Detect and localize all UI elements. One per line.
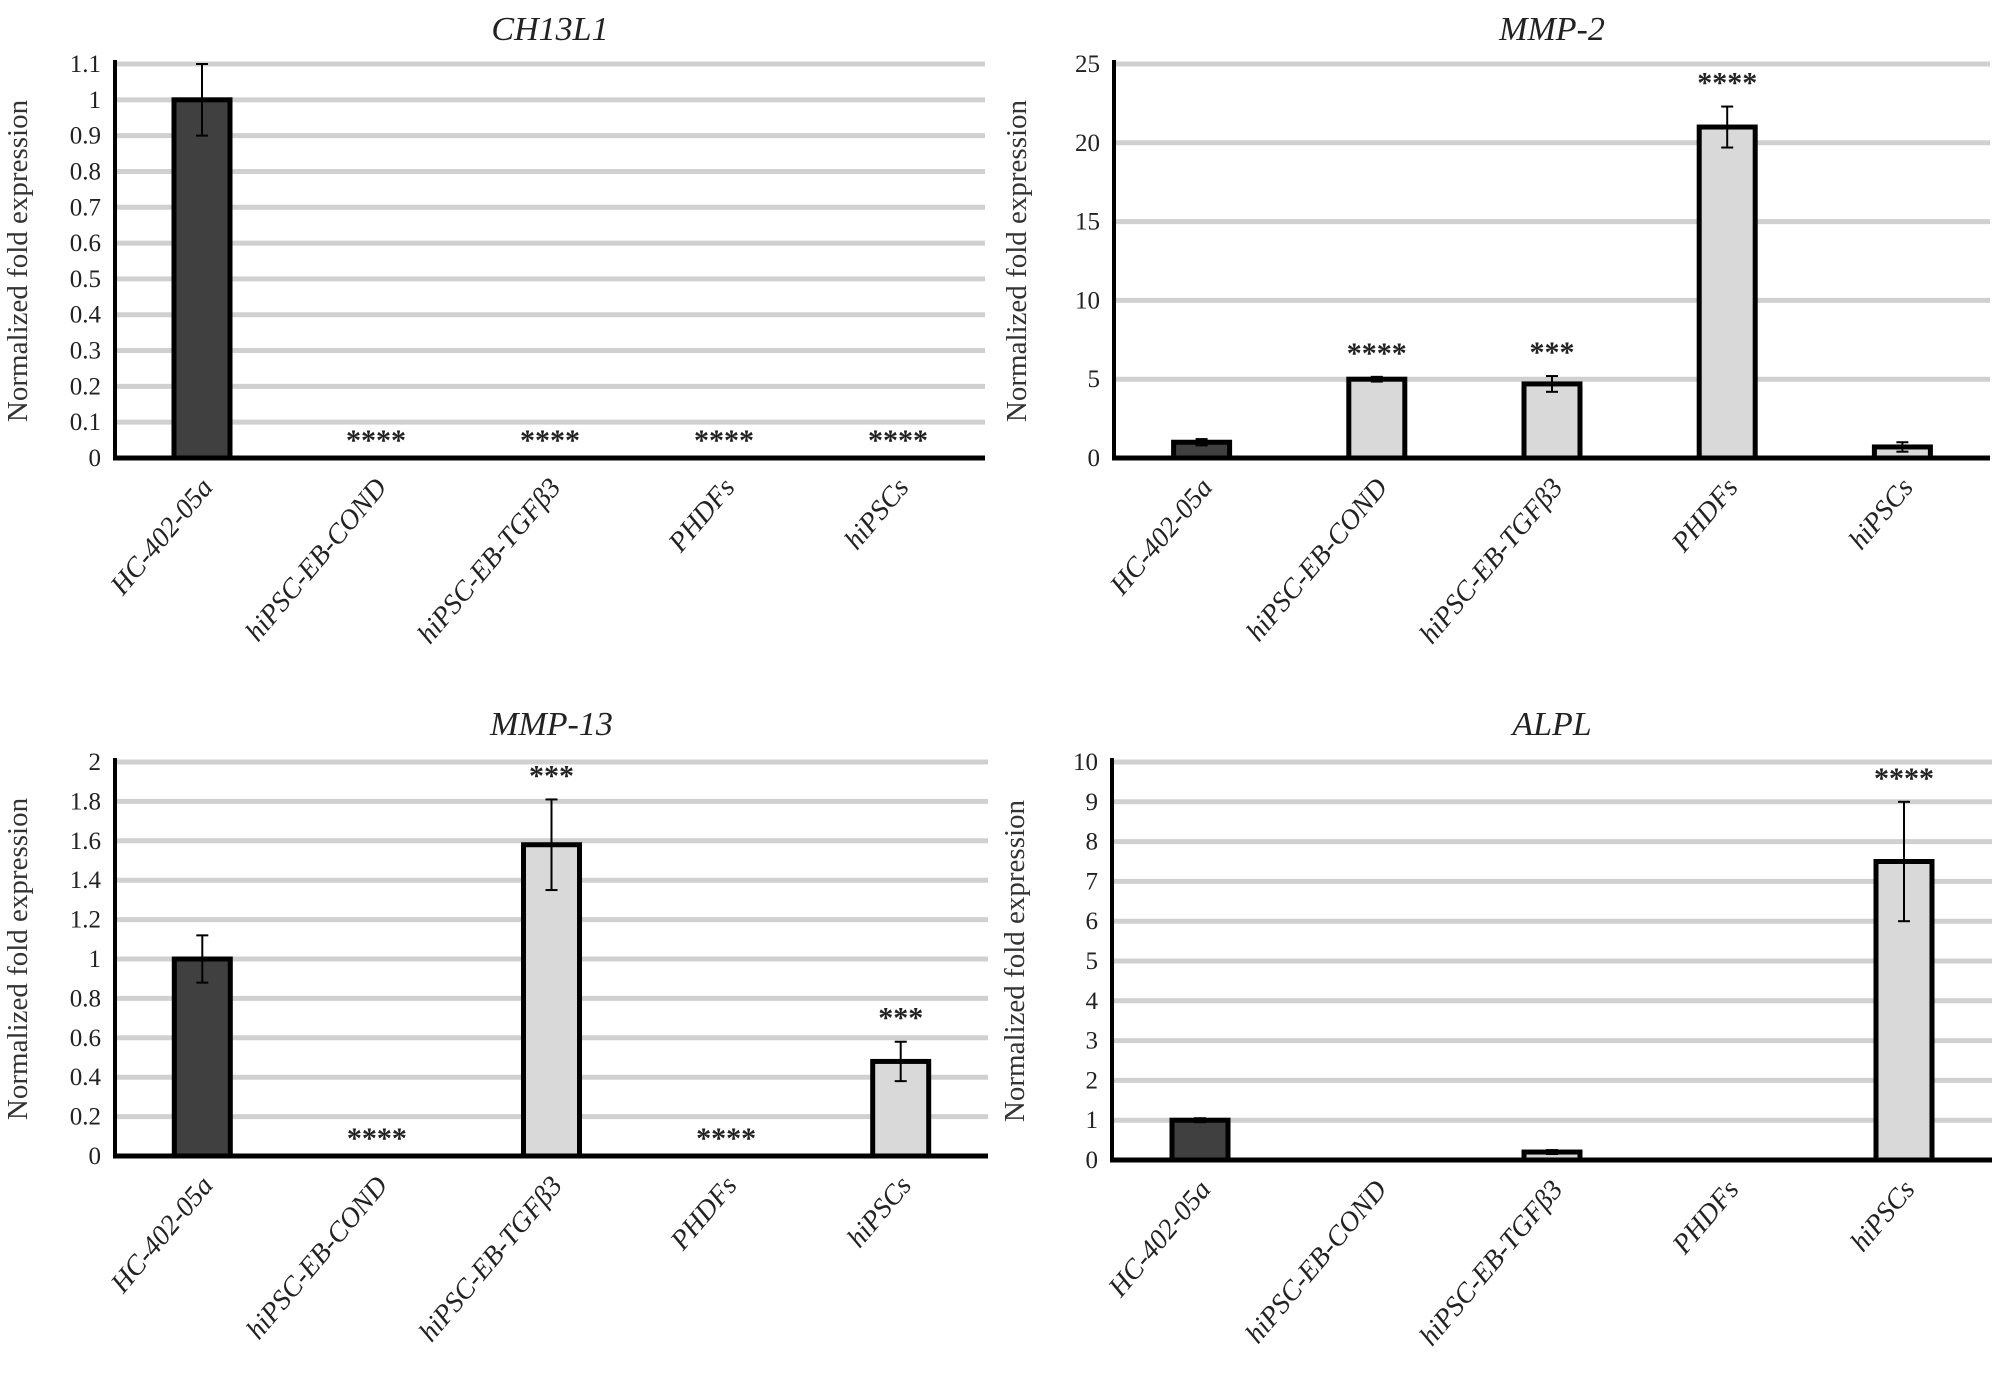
significance-label: *** [1530,336,1575,369]
category-label: hiPSCs [841,1171,918,1254]
y-tick-label: 5 [1088,366,1101,393]
category-label: hiPSCs [1843,473,1920,556]
bar [521,842,582,1159]
y-tick-label: 0 [89,445,102,472]
y-tick-label: 7 [1086,868,1099,895]
y-tick-label: 0.1 [70,409,101,436]
y-tick-label: 0 [1088,445,1101,472]
y-tick-label: 0 [89,1143,102,1170]
y-tick-label: 20 [1075,130,1100,157]
y-tick-label: 1 [89,87,102,114]
y-tick-label: 0.4 [70,1064,102,1091]
chart-panel: MMP-13 0 0.2 0.4 0.6 0.8 1 1.2 1.4 1.6 1.8 2 Normali… [2,706,988,1348]
y-tick-label: 1 [89,946,102,973]
significance-label: **** [694,424,754,457]
y-tick-label: 1.8 [70,788,101,815]
category-label: HC-402-05a [1104,473,1219,602]
significance-label: **** [1697,67,1757,100]
significance-label: **** [696,1122,756,1155]
y-tick-label: 10 [1073,749,1098,776]
significance-label: **** [346,424,406,457]
chart-title: MMP-2 [1498,11,1605,48]
category-label: PHDFs [662,472,741,558]
category-label: hiPSC-EB-TGFβ3 [1414,473,1570,650]
y-tick-label: 0.5 [70,266,101,293]
y-tick-label: 0.2 [70,1104,101,1131]
category-label: PHDFs [1666,1174,1745,1260]
significance-label: **** [347,1122,407,1155]
y-tick-label: 9 [1086,789,1099,816]
y-tick-label: 4 [1086,988,1099,1015]
y-tick-label: 0.7 [70,194,101,221]
significance-label: **** [1347,337,1407,370]
y-tick-label: 2 [89,749,102,776]
category-label: hiPSCs [839,473,916,556]
category-label: hiPSC-EB-COND [240,473,394,648]
y-tick-label: 0.9 [70,123,101,150]
category-label: hiPSC-EB-TGFβ3 [1414,1175,1570,1352]
bar [1169,1117,1231,1163]
y-tick-label: 0.6 [70,1025,101,1052]
category-label: hiPSC-EB-TGFβ3 [413,1171,569,1348]
y-tick-label: 6 [1086,908,1099,935]
y-tick-label: 0 [1086,1147,1099,1174]
y-tick-label: 1.4 [70,867,102,894]
category-label: hiPSC-EB-COND [1240,1175,1394,1350]
y-tick-label: 0.6 [70,230,101,257]
y-axis-label: Normalized fold expression [2,99,34,422]
significance-label: **** [520,424,580,457]
category-label: hiPSC-EB-TGFβ3 [412,473,568,650]
y-axis-label: Normalized fold expression [1001,99,1033,422]
chart-title: CH13L1 [491,11,608,48]
significance-label: **** [868,424,928,457]
bar [1696,124,1758,461]
y-axis-label: Normalized fold expression [999,799,1031,1122]
significance-label: *** [529,759,574,792]
bar [171,956,233,1159]
y-tick-label: 2 [1086,1067,1099,1094]
chart-panel: ALPL 0 1 2 3 4 5 6 7 8 9 10 Normalized fold expressi… [999,706,1992,1352]
y-tick-label: 1.1 [70,51,101,78]
y-tick-label: 0.2 [70,373,101,400]
bar [1521,381,1583,461]
y-tick-label: 1.2 [70,907,101,934]
significance-label: *** [878,1002,923,1035]
y-tick-label: 15 [1075,209,1100,236]
y-tick-label: 25 [1075,51,1100,78]
category-label: PHDFs [1665,472,1744,558]
y-axis-label: Normalized fold expression [2,797,34,1120]
y-tick-label: 1 [1086,1107,1099,1134]
y-tick-label: 10 [1075,287,1100,314]
y-tick-label: 0.8 [70,158,101,185]
y-tick-label: 0.4 [70,302,102,329]
category-label: hiPSC-EB-COND [1240,473,1394,648]
y-tick-label: 5 [1086,948,1099,975]
chart-title: MMP-13 [489,706,613,743]
y-tick-label: 0.3 [70,338,101,365]
category-label: HC-402-05a [104,1171,219,1300]
bar [171,97,233,461]
y-tick-label: 3 [1086,1028,1099,1055]
category-label: hiPSC-EB-COND [241,1171,395,1346]
significance-label: **** [1874,762,1934,795]
category-label: PHDFs [664,1170,743,1256]
bar [1346,376,1408,461]
chart-panel: MMP-2 0 5 10 15 20 25 Normalized fold expressio… [1001,11,1990,650]
category-label: HC-402-05a [104,473,219,602]
category-label: hiPSCs [1845,1175,1922,1258]
y-tick-label: 8 [1086,829,1099,856]
category-label: HC-402-05a [1102,1175,1217,1304]
y-tick-label: 1.6 [70,828,101,855]
chart-panel: CH13L1 0 0.1 0.2 0.3 0.4 0.5 0.6 0.7 0.8 0.9 1 1.1 No… [2,11,985,650]
y-tick-label: 0.8 [70,985,101,1012]
chart-title: ALPL [1510,706,1591,743]
